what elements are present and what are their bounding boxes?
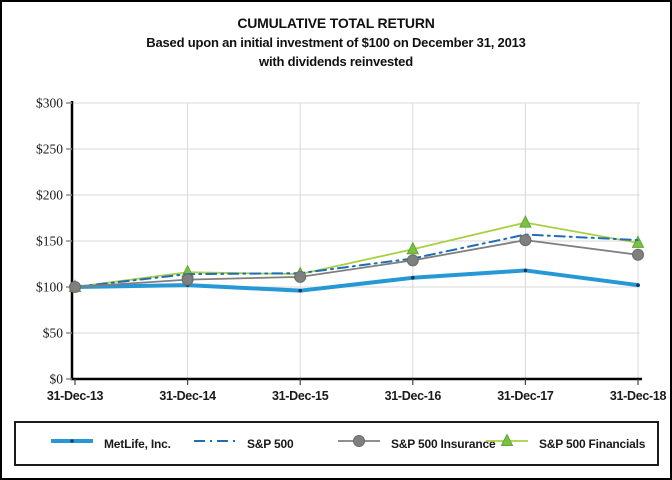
- circle-marker: [294, 270, 307, 283]
- x-tick-label: 31-Dec-17: [497, 389, 554, 403]
- legend-item-sp500-insurance: S&P 500 Insurance: [336, 423, 496, 464]
- legend-label-sp500: S&P 500: [247, 436, 294, 451]
- legend-item-sp500: S&P 500: [192, 423, 294, 464]
- legend-label-sp500-financials: S&P 500 Financials: [539, 436, 646, 451]
- x-tick-label: 31-Dec-18: [610, 389, 667, 403]
- chart-subtitle-line2: with dividends reinvested: [259, 54, 413, 69]
- series-metlife-inc-: [73, 268, 640, 293]
- series-s-p-500-financials: [68, 214, 645, 292]
- legend-label-sp500-insurance: S&P 500 Insurance: [391, 436, 496, 451]
- x-tick-label: 31-Dec-14: [159, 389, 216, 403]
- legend-label-metlife: MetLife, Inc.: [104, 436, 171, 451]
- y-axis-labels: $0 $50 $100 $150 $200 $250 $300: [36, 96, 63, 387]
- legend-item-metlife: MetLife, Inc.: [49, 423, 171, 464]
- y-tick-label: $150: [36, 234, 63, 249]
- legend-item-sp500-financials: S&P 500 Financials: [484, 423, 645, 464]
- triangle-marker: [631, 235, 645, 248]
- sp500-insurance-line-swatch: [336, 433, 382, 454]
- chart-title-block: CUMULATIVE TOTAL RETURN Based upon an in…: [2, 15, 670, 73]
- triangle-marker: [406, 241, 420, 255]
- chart-subtitle-line1: Based upon an initial investment of $100…: [146, 35, 526, 50]
- circle-marker: [632, 248, 644, 261]
- y-tick-label: $0: [50, 372, 64, 387]
- chart-legend: MetLife, Inc. S&P 500 S&P 500 Insurance …: [14, 421, 659, 466]
- dot-marker: [298, 288, 303, 293]
- x-axis-labels: 31-Dec-13 31-Dec-14 31-Dec-15 31-Dec-16 31-D…: [47, 389, 667, 403]
- axes: [66, 101, 642, 385]
- triangle-marker: [519, 214, 532, 228]
- y-tick-label: $300: [36, 96, 63, 111]
- chart-title: CUMULATIVE TOTAL RETURN: [237, 15, 435, 31]
- dot-marker: [523, 268, 528, 273]
- gridlines: [72, 102, 640, 379]
- y-tick-label: $200: [36, 188, 63, 203]
- x-tick-label: 31-Dec-13: [47, 389, 104, 403]
- dot-marker: [411, 276, 415, 280]
- sp500-line-swatch: [192, 433, 238, 454]
- circle-marker: [181, 273, 194, 286]
- metlife-line-swatch: [49, 433, 95, 454]
- circle-marker: [406, 254, 419, 267]
- y-tick-label: $250: [36, 142, 63, 157]
- sp500-financials-line-swatch: [484, 433, 530, 454]
- y-tick-label: $100: [36, 280, 63, 295]
- x-tick-label: 31-Dec-16: [385, 389, 442, 403]
- x-tick-label: 31-Dec-15: [272, 389, 329, 403]
- circle-marker: [69, 281, 81, 293]
- circle-marker: [519, 234, 532, 247]
- series-s-p-500-insurance: [69, 234, 644, 293]
- dot-marker: [636, 283, 640, 287]
- series-s-p-500: [74, 233, 639, 288]
- y-tick-label: $50: [43, 326, 64, 341]
